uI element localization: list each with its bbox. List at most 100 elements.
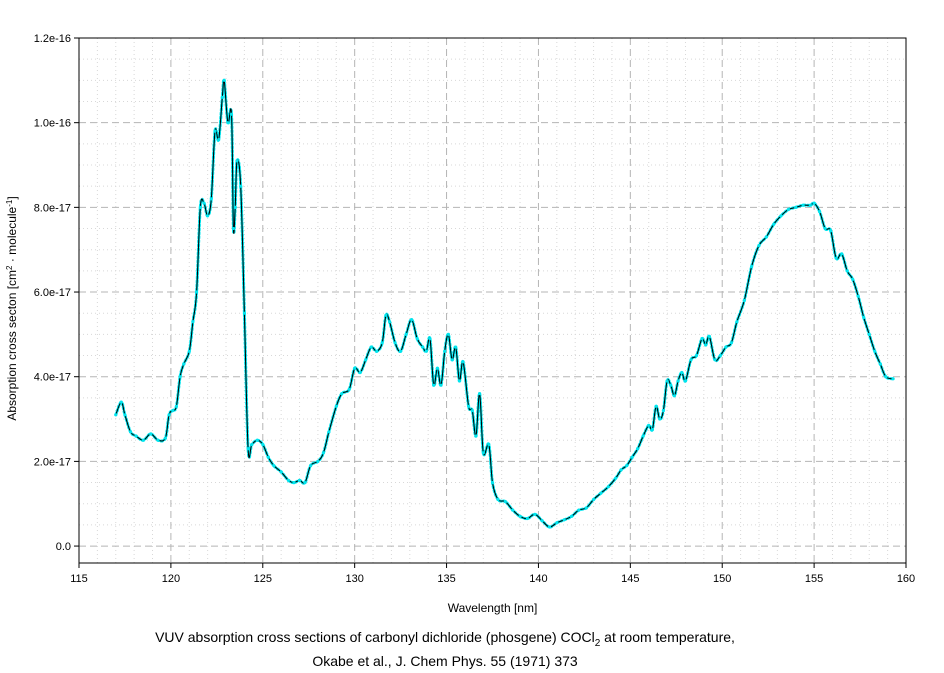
data-point bbox=[242, 311, 246, 315]
data-point bbox=[123, 413, 127, 417]
data-point bbox=[511, 508, 515, 512]
data-point bbox=[461, 360, 465, 364]
data-point bbox=[303, 481, 307, 485]
data-point bbox=[867, 332, 871, 336]
data-point bbox=[195, 290, 199, 294]
x-tick-label: 160 bbox=[897, 573, 915, 585]
data-point bbox=[713, 358, 717, 362]
x-tick-label: 130 bbox=[345, 573, 363, 585]
data-point bbox=[222, 78, 226, 82]
data-point bbox=[569, 514, 574, 519]
data-point bbox=[309, 464, 313, 468]
data-point bbox=[487, 442, 491, 447]
data-point bbox=[202, 201, 206, 205]
series-layer bbox=[114, 77, 895, 529]
data-point bbox=[641, 434, 645, 438]
data-point bbox=[347, 387, 351, 391]
data-point bbox=[533, 512, 537, 516]
data-point bbox=[467, 404, 471, 408]
data-point bbox=[707, 334, 712, 339]
data-point bbox=[786, 207, 791, 212]
data-point bbox=[823, 226, 827, 231]
data-point bbox=[163, 436, 167, 440]
data-point bbox=[321, 451, 325, 455]
caption-subscript: 2 bbox=[594, 637, 601, 649]
data-point bbox=[772, 222, 776, 226]
data-point bbox=[424, 349, 428, 353]
data-point bbox=[764, 235, 768, 239]
data-point bbox=[353, 366, 357, 370]
caption-line-1-tail: at room temperature, bbox=[600, 629, 735, 645]
x-tick-label: 150 bbox=[713, 573, 731, 585]
data-point bbox=[665, 379, 669, 383]
x-tick-label: 140 bbox=[529, 573, 547, 585]
data-point bbox=[272, 464, 276, 468]
data-point bbox=[334, 404, 338, 408]
data-point bbox=[808, 203, 813, 207]
data-point bbox=[327, 430, 331, 434]
data-point bbox=[457, 379, 461, 383]
data-point bbox=[206, 214, 210, 218]
data-point bbox=[614, 476, 618, 480]
data-point bbox=[862, 315, 866, 319]
data-point bbox=[669, 383, 673, 387]
data-point bbox=[694, 353, 699, 358]
data-point bbox=[340, 392, 344, 396]
data-point bbox=[856, 294, 860, 298]
data-point bbox=[358, 370, 362, 375]
x-tick-label: 115 bbox=[70, 573, 88, 585]
data-point bbox=[128, 430, 133, 434]
y-axis-title-sup2: -1 bbox=[5, 199, 14, 207]
data-point bbox=[156, 438, 160, 442]
data-point bbox=[255, 438, 259, 442]
data-point bbox=[393, 341, 397, 345]
data-point bbox=[239, 184, 243, 188]
data-point bbox=[369, 345, 373, 349]
data-point bbox=[689, 358, 693, 362]
data-point bbox=[432, 383, 436, 387]
data-point bbox=[439, 383, 443, 387]
data-point bbox=[577, 508, 581, 512]
data-point bbox=[490, 481, 495, 485]
x-tick-label: 120 bbox=[162, 573, 180, 585]
series-line bbox=[115, 78, 894, 528]
data-point bbox=[443, 349, 447, 353]
data-point bbox=[182, 362, 186, 366]
data-point bbox=[404, 332, 408, 336]
data-point bbox=[286, 478, 291, 482]
data-point bbox=[496, 497, 500, 502]
data-point bbox=[606, 485, 610, 489]
data-point bbox=[636, 447, 640, 451]
data-point bbox=[742, 298, 746, 303]
data-point bbox=[446, 332, 450, 336]
data-point bbox=[435, 366, 439, 370]
data-point bbox=[213, 129, 217, 133]
y-tick-label: 2.0e-17 bbox=[34, 456, 71, 468]
data-point bbox=[478, 392, 482, 396]
y-axis-title-sup1: 2 bbox=[5, 265, 14, 270]
data-point bbox=[750, 265, 754, 269]
y-tick-label: 8.0e-17 bbox=[34, 202, 71, 214]
data-point bbox=[840, 252, 844, 256]
data-point bbox=[661, 409, 666, 413]
data-point bbox=[246, 447, 250, 451]
data-point bbox=[818, 210, 822, 214]
data-point bbox=[718, 353, 723, 358]
data-point bbox=[729, 341, 734, 345]
data-point bbox=[724, 345, 728, 349]
x-tick-label: 125 bbox=[254, 573, 272, 585]
data-point bbox=[187, 349, 191, 353]
data-point bbox=[226, 121, 230, 125]
data-point bbox=[735, 320, 739, 324]
data-point bbox=[292, 481, 296, 485]
data-point bbox=[584, 506, 588, 510]
data-point bbox=[658, 417, 662, 421]
data-point bbox=[873, 349, 877, 353]
data-point bbox=[845, 269, 849, 273]
data-point bbox=[683, 379, 688, 383]
data-point bbox=[384, 313, 388, 317]
data-point bbox=[794, 205, 798, 209]
data-point bbox=[625, 464, 629, 468]
x-axis-ticks: 115 120 125 130 135 140 145 150 155 160 bbox=[70, 563, 915, 585]
data-point bbox=[647, 423, 651, 427]
